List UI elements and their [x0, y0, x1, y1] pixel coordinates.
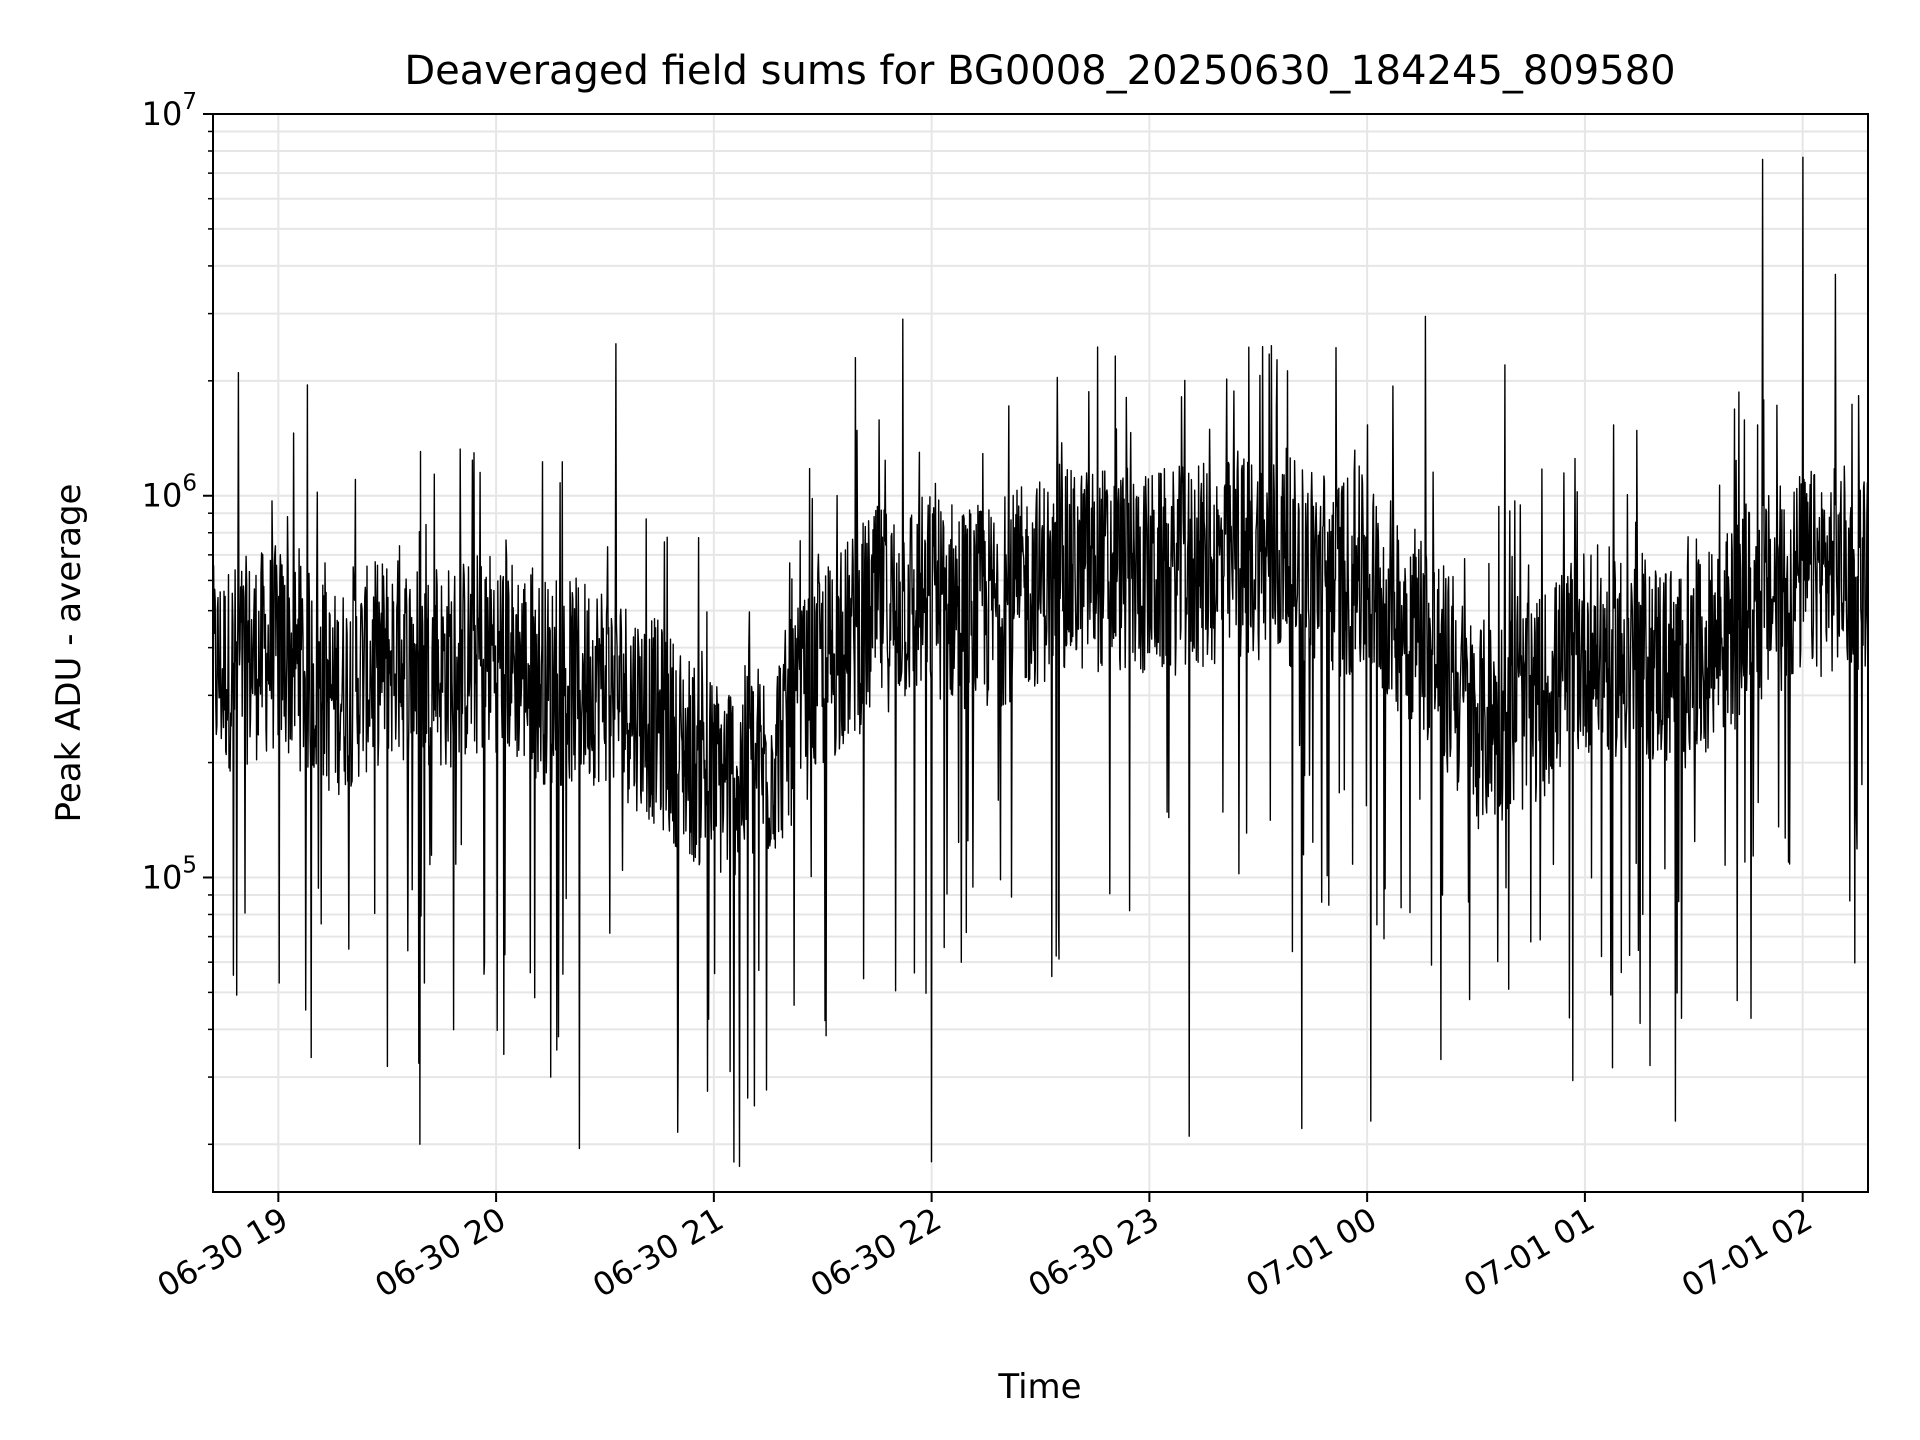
y-tick-label: 107	[142, 89, 197, 133]
plot-area	[213, 156, 1868, 1168]
chart-title: Deaveraged field sums for BG0008_2025063…	[404, 48, 1675, 94]
y-axis-label: Peak ADU - average	[49, 484, 89, 823]
y-tick-label: 106	[142, 471, 197, 515]
series-line	[213, 156, 1868, 1168]
plot-frame	[212, 113, 1869, 1193]
x-axis-label: Time	[997, 1367, 1081, 1407]
y-axis: 105 106 107	[142, 89, 213, 1146]
y-tick-label: 105	[142, 852, 197, 896]
